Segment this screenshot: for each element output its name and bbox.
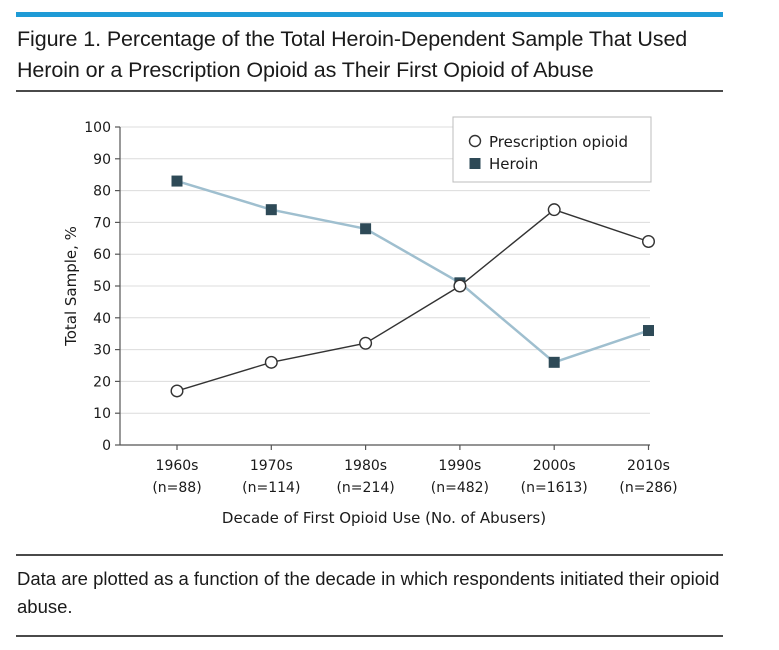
y-tick-label: 70 — [93, 215, 111, 231]
heroin-point — [360, 223, 372, 235]
prescription-opioid-point — [453, 279, 467, 293]
x-tick-sublabel: (n=214) — [336, 480, 394, 496]
prescription-opioid-point — [170, 384, 184, 398]
caption-divider-top — [16, 554, 723, 556]
x-axis-title: Decade of First Opioid Use (No. of Abuse… — [222, 509, 546, 527]
figure-title: Figure 1. Percentage of the Total Heroin… — [17, 27, 688, 82]
prescription-opioid-point — [359, 336, 373, 350]
x-tick-label: 2010s — [627, 458, 670, 474]
caption-divider-bottom — [16, 635, 723, 637]
prescription-opioid-point — [547, 203, 561, 217]
heroin-point — [548, 356, 560, 368]
x-tick-label: 1990s — [438, 458, 481, 474]
y-tick-label: 80 — [93, 184, 111, 200]
x-tick-sublabel: (n=286) — [619, 480, 677, 496]
x-tick-label: 1970s — [250, 458, 293, 474]
line-chart: 0 10 20 30 40 50 60 70 80 90 100 1960s (n=88) 1970s (n… — [62, 116, 678, 527]
y-tick-label: 0 — [102, 438, 111, 454]
legend-marker-prescription-opioid — [468, 134, 482, 148]
y-axis-title: Total Sample, % — [62, 226, 80, 347]
x-tick-sublabel: (n=88) — [152, 480, 201, 496]
x-tick-label: 1960s — [156, 458, 199, 474]
legend-box — [452, 116, 652, 183]
accent-bar — [16, 12, 723, 17]
y-tick-label: 50 — [93, 279, 111, 295]
y-tick-label: 10 — [93, 406, 111, 422]
legend-label-heroin: Heroin — [489, 155, 538, 173]
prescription-opioid-point — [642, 234, 656, 248]
legend-marker-heroin — [469, 158, 481, 169]
y-tick-label: 60 — [93, 247, 111, 263]
x-tick-sublabel: (n=482) — [431, 480, 489, 496]
figure-caption: Data are plotted as a function of the de… — [17, 568, 720, 617]
x-tick-label: 2000s — [533, 458, 576, 474]
y-tick-label: 100 — [84, 120, 111, 136]
x-tick-label: 1980s — [344, 458, 387, 474]
legend-label-prescription-opioid: Prescription opioid — [489, 133, 628, 151]
heroin-point — [171, 175, 183, 187]
series-line-prescription-opioid — [176, 208, 649, 392]
heroin-point — [265, 204, 277, 216]
x-tick-sublabel: (n=1613) — [521, 480, 588, 496]
y-tick-label: 40 — [93, 311, 111, 327]
y-tick-label: 20 — [93, 374, 111, 390]
title-divider — [16, 90, 723, 92]
x-tick-sublabel: (n=114) — [242, 480, 300, 496]
y-tick-label: 90 — [93, 152, 111, 168]
y-tick-label: 30 — [93, 343, 111, 359]
heroin-point — [643, 325, 654, 337]
series-line-heroin — [176, 179, 649, 364]
prescription-opioid-point — [264, 355, 278, 369]
